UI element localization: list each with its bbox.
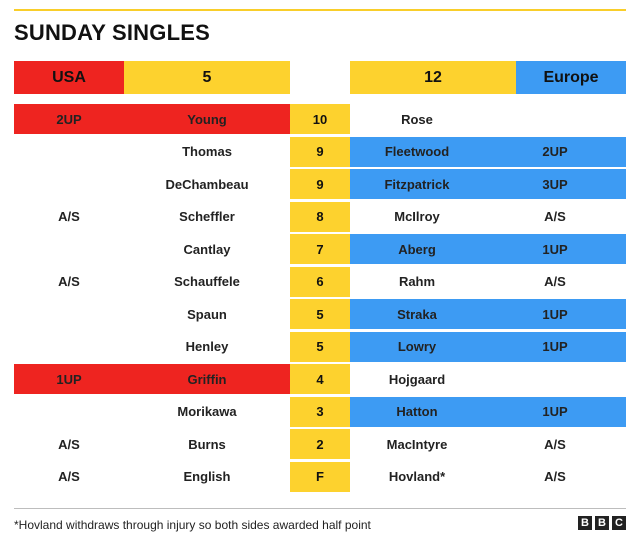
match-row: A/S Schauffele 6 Rahm A/S [14,266,626,300]
europe-player: Rose [401,111,433,127]
usa-score: 5 [124,61,290,94]
europe-win-highlight [350,169,626,199]
match-row: 1UP Griffin 4 Hojgaard [14,364,626,397]
usa-player: Morikawa [177,404,237,419]
usa-result [14,234,124,264]
usa-player: Scheffler [179,209,235,224]
bbc-logo: B B C [578,516,626,530]
europe-win-highlight [350,136,626,167]
usa-player: Young [187,111,227,127]
europe-player: McIlroy [394,209,440,224]
page-title: SUNDAY SINGLES [14,20,210,45]
usa-player: English [183,469,231,484]
usa-player: Spaun [187,306,227,322]
europe-win-highlight [350,234,626,264]
usa-player: Henley [185,339,229,354]
europe-player: Lowry [397,339,437,354]
europe-result: 2UP [542,144,568,159]
usa-player: Cantlay [183,241,231,257]
match-number: 9 [290,136,350,167]
match-number: 2 [290,429,350,459]
match-number: 8 [290,201,350,232]
usa-result [14,169,124,199]
usa-result: A/S [58,274,80,289]
match-row: DeChambeau 9 Fitzpatrick 3UP [14,169,626,202]
bbc-logo-letter: C [612,516,626,530]
europe-result: 1UP [542,306,568,322]
match-list: 2UP Young 10 Rose Thomas 9 Fleetwood 2UP DeChamb… [14,104,626,494]
usa-result: A/S [58,469,80,484]
europe-player: Hovland* [388,469,446,484]
usa-win-highlight [14,364,290,394]
usa-result: 1UP [56,371,82,387]
match-row: A/S English F Hovland* A/S [14,461,626,495]
usa-win-highlight [14,104,290,134]
match-number: 6 [290,266,350,297]
match-number: 5 [290,331,350,362]
europe-result: A/S [544,209,566,224]
match-row: Cantlay 7 Aberg 1UP [14,234,626,267]
usa-result [14,299,124,329]
europe-result [484,364,626,394]
europe-player: Hatton [396,404,438,419]
match-row: Thomas 9 Fleetwood 2UP [14,136,626,170]
match-number: F [290,461,350,492]
match-row: Henley 5 Lowry 1UP [14,331,626,365]
top-rule [14,9,626,11]
europe-player: Fleetwood [384,144,450,159]
match-row: A/S Scheffler 8 McIlroy A/S [14,201,626,235]
match-row: Spaun 5 Straka 1UP [14,299,626,332]
usa-result: A/S [58,436,80,452]
usa-result [14,137,124,167]
usa-result [14,332,124,362]
bbc-logo-letter: B [578,516,592,530]
europe-player: Hojgaard [388,371,446,387]
match-number: 3 [290,396,350,427]
match-row: Morikawa 3 Hatton 1UP [14,396,626,430]
europe-label: Europe [516,61,626,94]
match-number: 5 [290,299,350,329]
usa-label: USA [14,61,124,94]
usa-result [14,397,124,427]
match-number: 7 [290,234,350,264]
usa-player: Burns [188,436,226,452]
match-number: 10 [290,104,350,134]
europe-score: 12 [350,61,516,94]
match-number: 9 [290,169,350,199]
europe-player: MacIntyre [386,436,448,452]
bottom-rule [14,508,626,509]
europe-win-highlight [350,396,626,427]
europe-result: 1UP [542,241,568,257]
europe-result: 3UP [542,176,568,192]
usa-player: DeChambeau [165,176,249,192]
europe-result: 1UP [542,404,568,419]
footnote: *Hovland withdraws through injury so bot… [14,518,371,532]
match-row: A/S Burns 2 MacIntyre A/S [14,429,626,462]
usa-player: Thomas [182,144,232,159]
europe-player: Aberg [398,241,436,257]
europe-player: Rahm [398,274,436,289]
europe-result: A/S [544,469,566,484]
europe-win-highlight [350,299,626,329]
europe-win-highlight [350,331,626,362]
europe-player: Straka [397,306,437,322]
usa-result: A/S [58,209,80,224]
europe-result: 1UP [542,339,568,354]
europe-result: A/S [544,436,566,452]
match-number: 4 [290,364,350,394]
usa-result: 2UP [56,111,82,127]
usa-player: Schauffele [174,274,240,289]
match-row: 2UP Young 10 Rose [14,104,626,137]
usa-player: Griffin [187,371,227,387]
europe-result: A/S [544,274,566,289]
europe-result [484,104,626,134]
bbc-logo-letter: B [595,516,609,530]
europe-player: Fitzpatrick [384,176,450,192]
